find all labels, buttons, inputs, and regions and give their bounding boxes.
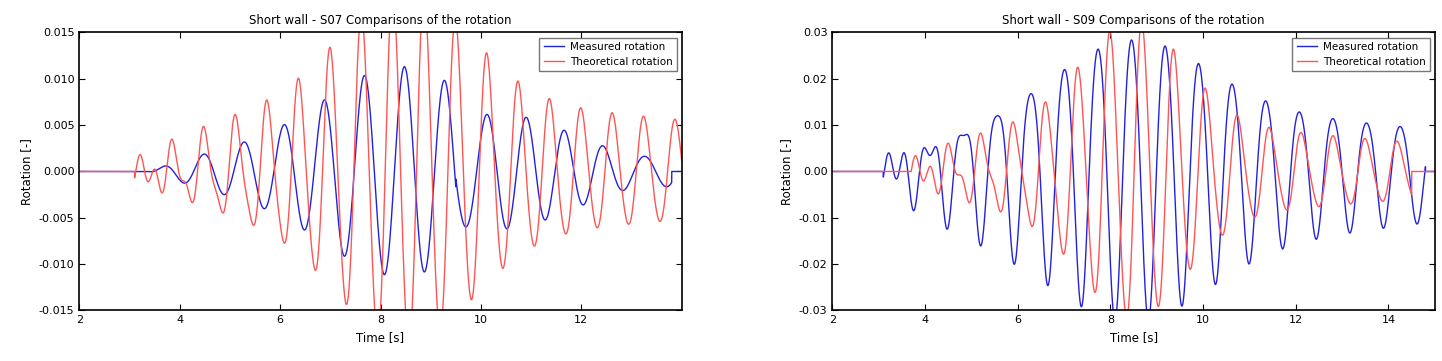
Measured rotation [427, 149, 444, 153]
Theoretical rotation [454, 138, 472, 143]
Line: Theoretical rotation: Theoretical rotation [79, 0, 682, 345]
Theoretical rotation [71, 169, 88, 174]
Theoretical rotation [1041, 131, 1058, 136]
Line: Measured rotation: Measured rotation [832, 40, 1435, 321]
Measured rotation [854, 169, 871, 174]
Measured rotation [673, 169, 691, 174]
Theoretical rotation [823, 169, 841, 174]
Theoretical rotation [518, 169, 535, 174]
Measured rotation [395, 65, 412, 69]
Measured rotation [71, 169, 88, 174]
Measured rotation [1181, 194, 1198, 198]
Theoretical rotation [1207, 186, 1224, 190]
Legend: Measured rotation, Theoretical rotation: Measured rotation, Theoretical rotation [539, 38, 676, 71]
Measured rotation [823, 169, 841, 174]
X-axis label: Time [s]: Time [s] [1109, 331, 1158, 344]
X-axis label: Time [s]: Time [s] [356, 331, 405, 344]
Measured rotation [376, 273, 394, 277]
Y-axis label: Rotation [-]: Rotation [-] [20, 138, 33, 205]
Theoretical rotation [101, 169, 118, 174]
Theoretical rotation [673, 158, 691, 162]
Theoretical rotation [1302, 178, 1319, 183]
Title: Short wall - S07 Comparisons of the rotation: Short wall - S07 Comparisons of the rota… [249, 14, 512, 27]
Title: Short wall - S09 Comparisons of the rotation: Short wall - S09 Comparisons of the rota… [1002, 14, 1265, 27]
Legend: Measured rotation, Theoretical rotation: Measured rotation, Theoretical rotation [1292, 38, 1429, 71]
Y-axis label: Rotation [-]: Rotation [-] [780, 138, 793, 205]
Measured rotation [549, 147, 567, 151]
Measured rotation [1207, 282, 1224, 287]
Theoretical rotation [427, 280, 444, 284]
Measured rotation [1106, 318, 1123, 323]
Measured rotation [518, 115, 535, 119]
Line: Theoretical rotation: Theoretical rotation [832, 22, 1435, 317]
Theoretical rotation [1133, 20, 1151, 24]
Theoretical rotation [1270, 178, 1288, 182]
Measured rotation [1041, 266, 1058, 270]
Measured rotation [1302, 204, 1319, 209]
Measured rotation [1270, 227, 1288, 231]
Theoretical rotation [401, 343, 418, 347]
Line: Measured rotation: Measured rotation [79, 67, 682, 275]
Theoretical rotation [1181, 264, 1198, 269]
Theoretical rotation [288, 78, 306, 82]
Theoretical rotation [1426, 169, 1442, 174]
Measured rotation [454, 217, 472, 222]
Measured rotation [1123, 38, 1141, 42]
Theoretical rotation [1118, 315, 1135, 319]
Measured rotation [1426, 169, 1442, 174]
Theoretical rotation [549, 179, 567, 183]
Measured rotation [288, 197, 306, 201]
Measured rotation [101, 169, 118, 174]
Theoretical rotation [854, 169, 871, 174]
